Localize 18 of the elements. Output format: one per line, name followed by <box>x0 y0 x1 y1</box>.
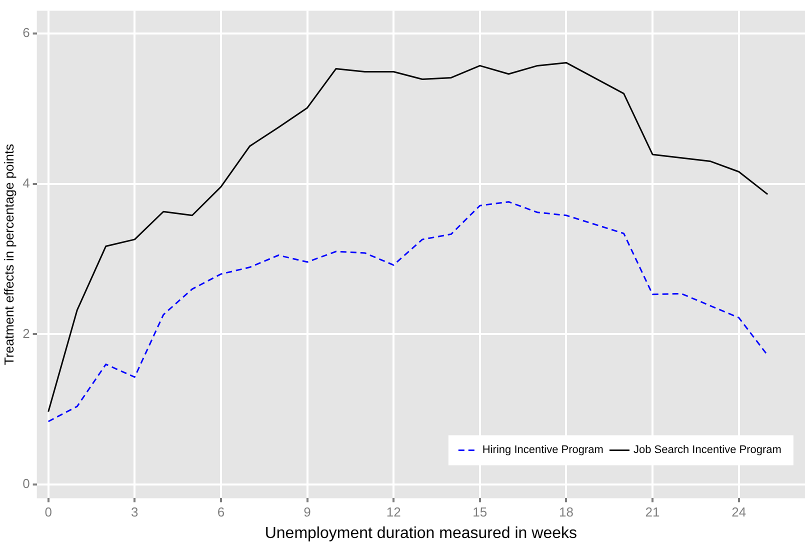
legend-label: Job Search Incentive Program <box>633 444 782 456</box>
y-tick-label: 4 <box>22 175 30 190</box>
y-tick-label: 0 <box>22 476 30 492</box>
x-tick-label: 6 <box>217 504 225 520</box>
x-tick-label: 21 <box>645 504 660 520</box>
line-series <box>48 201 768 422</box>
x-tick-label: 12 <box>386 504 401 520</box>
legend-label: Hiring Incentive Program <box>482 444 604 456</box>
y-tick-label: 6 <box>22 24 30 40</box>
x-tick-label: 24 <box>732 504 746 520</box>
x-axis-title: Unemployment duration measured in weeks <box>264 524 577 542</box>
x-tick-label: 15 <box>472 504 488 520</box>
y-tick-label: 2 <box>22 326 30 341</box>
y-axis-title: Treatment effects in percentage points <box>1 143 16 366</box>
x-tick-label: 3 <box>131 504 138 520</box>
x-tick-label: 9 <box>304 504 311 520</box>
x-tick-label: 0 <box>44 504 52 520</box>
x-tick-label: 18 <box>558 504 574 520</box>
